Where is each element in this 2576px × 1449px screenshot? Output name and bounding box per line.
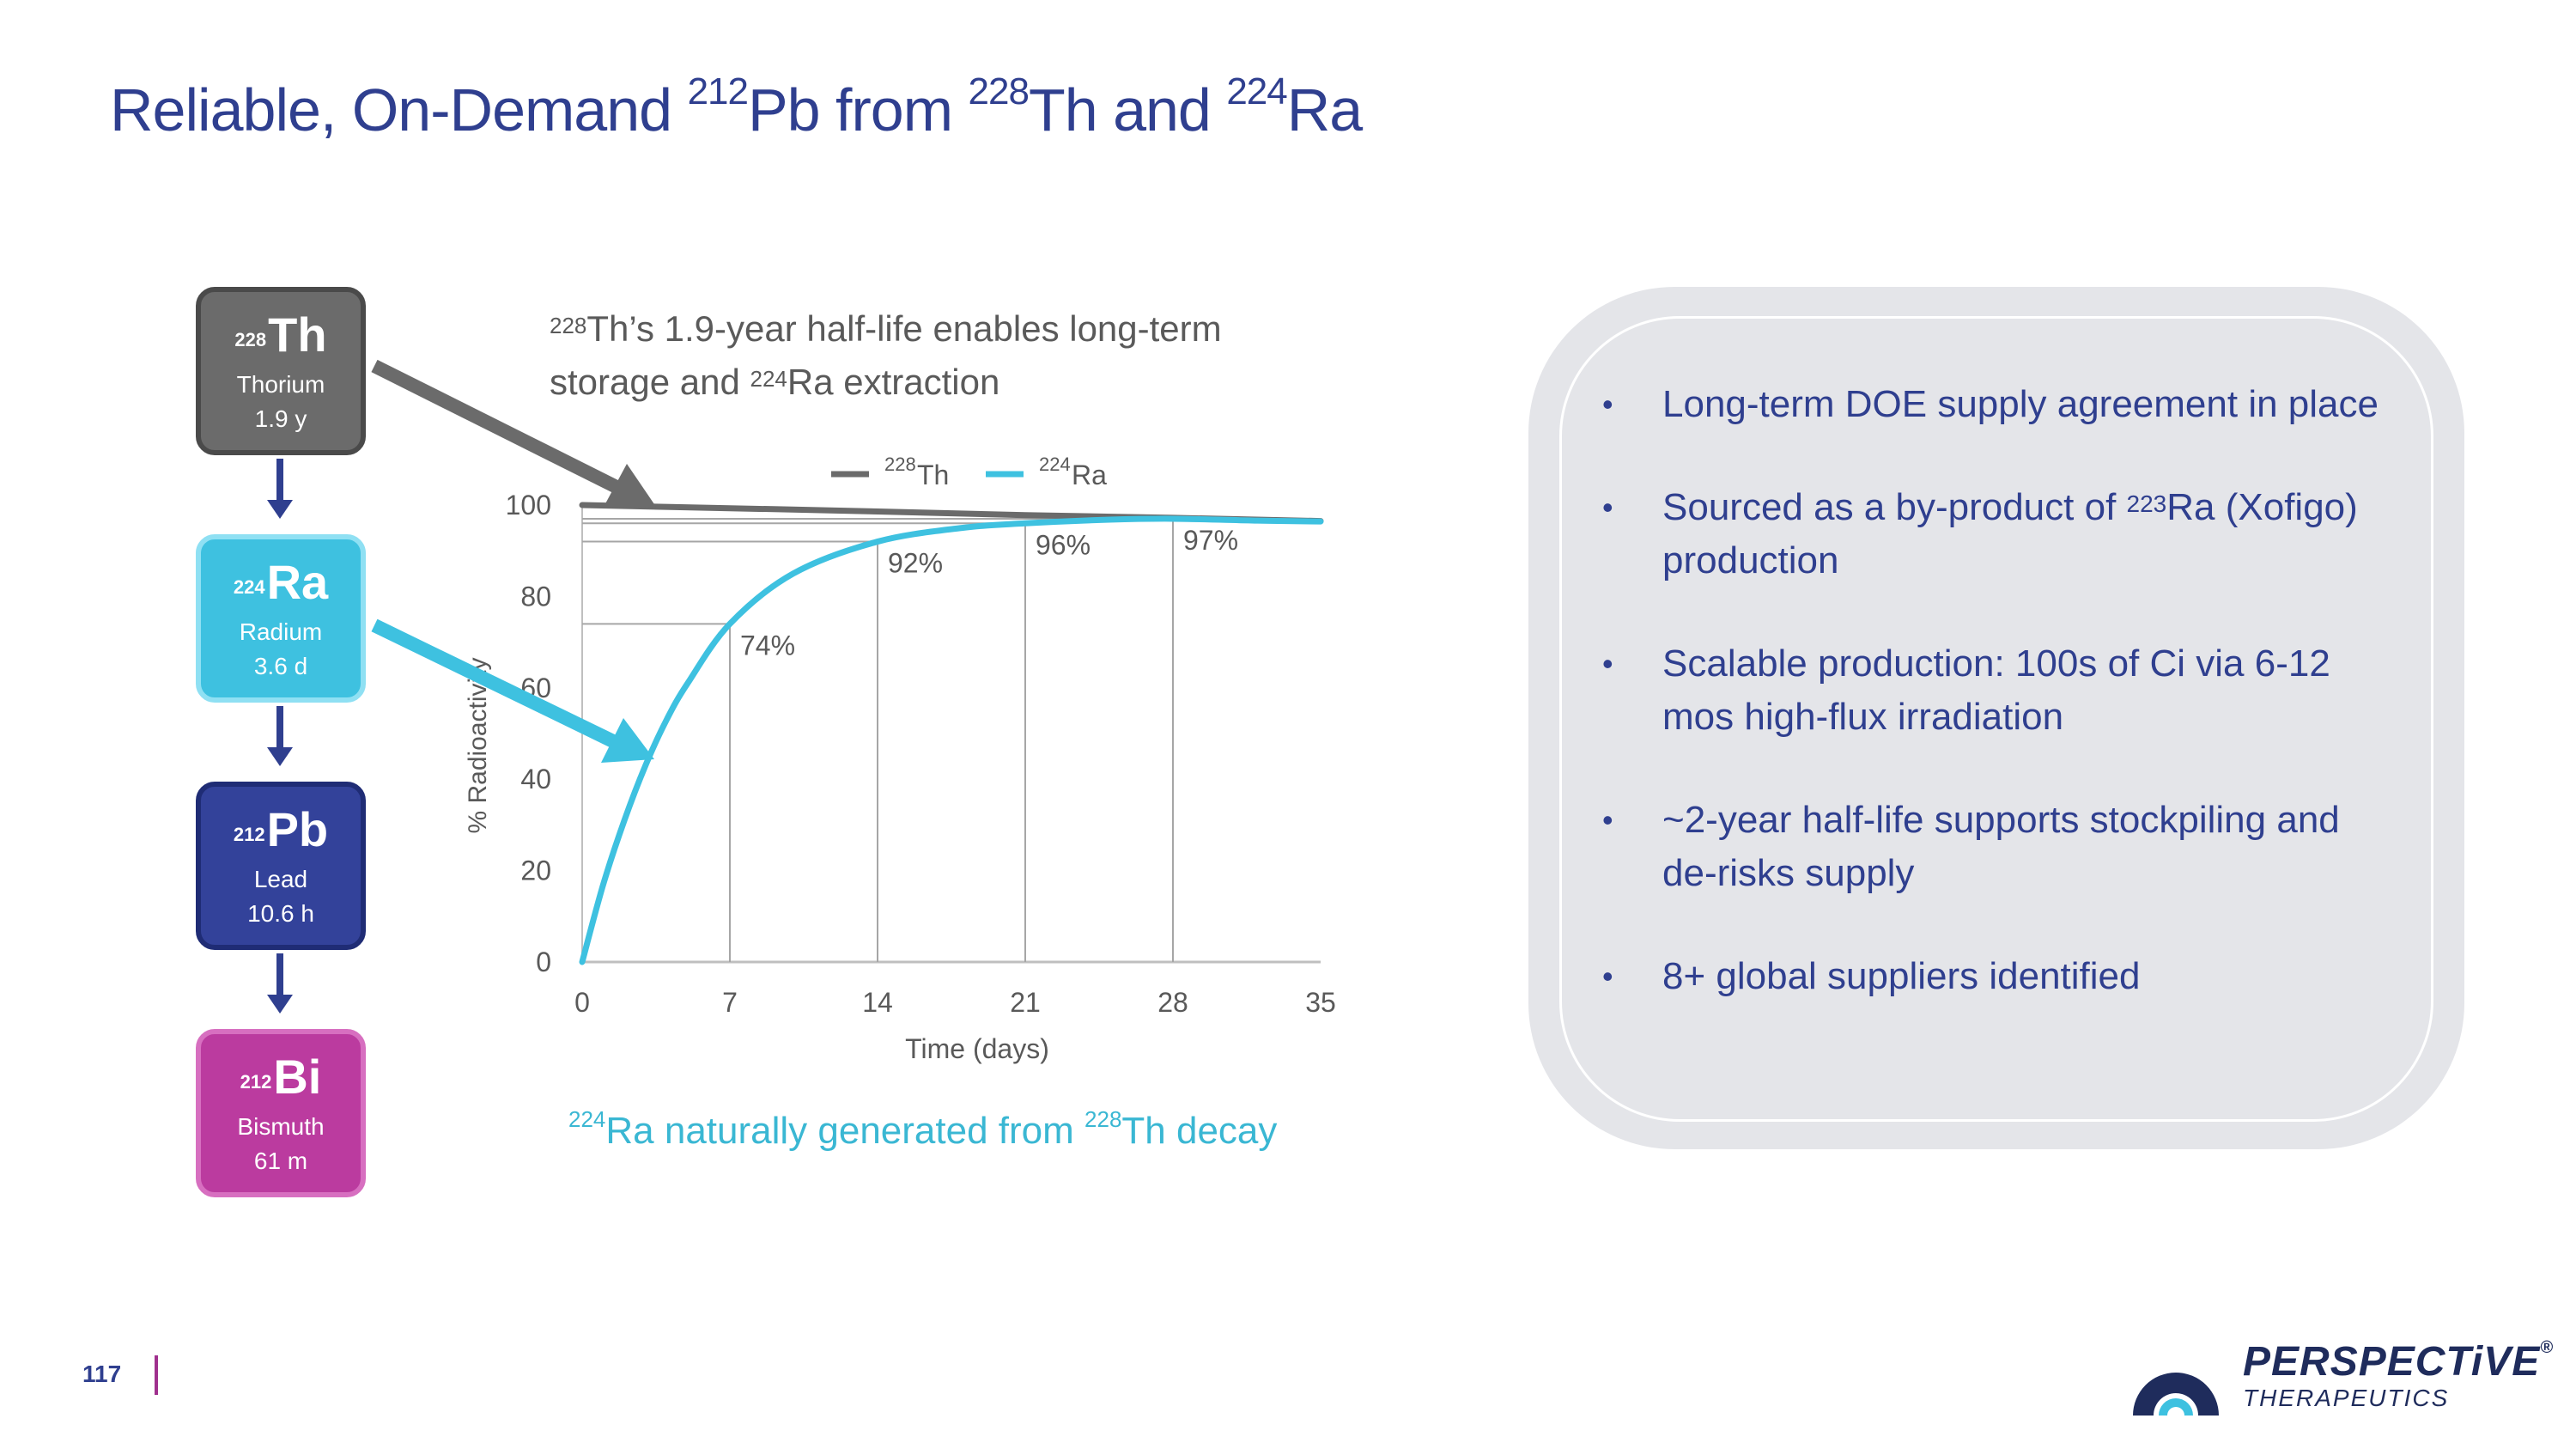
isotope-half-life: 10.6 h: [247, 900, 314, 927]
x-tick-label: 28: [1157, 987, 1188, 1018]
bullet-icon: •: [1602, 490, 1613, 525]
data-label: 92%: [888, 548, 943, 579]
thorium-callout-arrow-head: [603, 464, 656, 508]
list-item: • Sourced as a by-product of 223Ra (Xofig…: [1597, 481, 2404, 588]
isotope-name: Thorium: [236, 371, 325, 398]
info-panel-border: [1559, 316, 2433, 1122]
bullet-icon: •: [1602, 646, 1613, 681]
page-title: Reliable, On-Demand 212Pb from 228Th and…: [110, 70, 1363, 143]
legend-label-ra: Ra: [1072, 460, 1107, 490]
bullet-list: • Long-term DOE supply agreement in place…: [1597, 378, 2404, 1053]
x-tick-label: 0: [574, 987, 590, 1018]
isotope-name: Lead: [253, 866, 308, 892]
legend-sup: 224: [1039, 454, 1071, 475]
series-line-th: [579, 502, 1324, 525]
x-tick-label: 35: [1305, 987, 1336, 1018]
page-divider: [155, 1355, 158, 1395]
decay-arrow-head: [267, 995, 293, 1014]
perspective-logo-icon: [2133, 1373, 2219, 1416]
legend-label-th: Th: [917, 460, 949, 490]
list-item: • Long-term DOE supply agreement in place: [1597, 378, 2404, 431]
y-tick-label: 40: [520, 764, 551, 795]
y-tick-label: 60: [520, 673, 551, 703]
info-panel: [1528, 287, 2464, 1149]
x-tick-label: 14: [862, 987, 893, 1018]
logo-subtitle: THERAPEUTICS: [2243, 1385, 2450, 1411]
list-item: • Scalable production: 100s of Ci via 6-1…: [1597, 637, 2404, 744]
radium-callout-arrow: [371, 618, 618, 749]
y-axis-label: % Radioactivity: [464, 657, 492, 833]
decay-arrow-head: [267, 500, 293, 519]
y-tick-label: 80: [520, 581, 551, 612]
chart-footnote: 224Ra naturally generated from 228Th dec…: [568, 1106, 1278, 1152]
isotope-half-life: 61 m: [253, 1148, 308, 1174]
bullet-icon: •: [1602, 387, 1613, 422]
isotope-radium: 224Ra Radium 3.6 d: [196, 534, 366, 703]
legend-sup: 228: [884, 454, 916, 475]
data-label: 74%: [740, 630, 795, 661]
bullet-icon: •: [1602, 959, 1613, 994]
y-tick-label: 0: [536, 947, 551, 977]
decay-arrow-head: [267, 747, 293, 766]
isotope-half-life: 1.9 y: [254, 405, 307, 432]
x-tick-label: 7: [722, 987, 738, 1018]
decay-arrow: [276, 953, 283, 996]
isotope-name: Bismuth: [237, 1113, 325, 1140]
isotope-bismuth: 212Bi Bismuth 61 m: [196, 1029, 366, 1197]
isotope-thorium: 228Th Thorium 1.9 y: [196, 287, 366, 455]
isotope-half-life: 3.6 d: [253, 653, 308, 679]
y-tick-label: 100: [506, 490, 551, 521]
y-tick-label: 20: [520, 855, 551, 886]
x-tick-label: 21: [1010, 987, 1041, 1018]
decay-arrow: [276, 459, 283, 502]
page-number: 117: [82, 1361, 122, 1387]
x-axis-label: Time (days): [905, 1033, 1049, 1064]
radium-callout-arrow-head: [601, 718, 654, 763]
chart-caption: 228Th’s 1.9-year half-life enables long-…: [550, 308, 1222, 402]
isotope-name: Radium: [239, 618, 323, 645]
data-label: 96%: [1036, 529, 1091, 560]
logo-wordmark: PERSPECTiVE®: [2243, 1338, 2554, 1385]
decay-arrow: [276, 706, 283, 749]
list-item: • 8+ global suppliers identified: [1597, 950, 2404, 1003]
isotope-lead: 212Pb Lead 10.6 h: [196, 782, 366, 950]
bullet-icon: •: [1602, 802, 1613, 837]
series-line-ra: [579, 515, 1324, 965]
list-item: • ~2-year half-life supports stockpiling …: [1597, 794, 2404, 900]
data-label: 97%: [1183, 525, 1238, 556]
